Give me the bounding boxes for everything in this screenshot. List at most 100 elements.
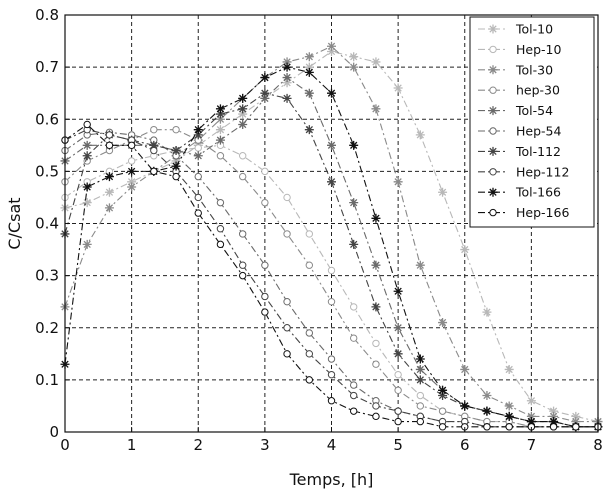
- data-point: [82, 198, 92, 208]
- data-point: [505, 423, 513, 431]
- data-point: [349, 391, 358, 400]
- data-point: [282, 78, 292, 88]
- data-point: [127, 177, 137, 187]
- data-point: [238, 93, 248, 103]
- data-point: [104, 172, 114, 182]
- legend-marker: [489, 86, 497, 94]
- data-point: [393, 349, 403, 359]
- x-tick-label: 4: [327, 436, 337, 454]
- data-point: [127, 166, 137, 176]
- data-point: [261, 292, 269, 301]
- legend-label: Tol-112: [515, 144, 561, 159]
- data-point: [193, 125, 203, 135]
- series-layer: [60, 41, 603, 432]
- legend-item: Hep-10: [478, 42, 561, 57]
- legend-marker: [488, 187, 498, 197]
- y-tick-label: 0.4: [35, 215, 59, 233]
- data-point: [394, 417, 402, 426]
- data-point: [504, 401, 514, 411]
- data-point: [283, 230, 291, 238]
- data-point: [283, 193, 291, 202]
- data-point: [504, 364, 514, 374]
- data-point: [216, 225, 225, 233]
- data-point: [82, 151, 92, 161]
- data-point: [304, 52, 314, 62]
- data-point: [193, 130, 203, 140]
- data-point: [349, 303, 358, 311]
- data-point: [438, 385, 448, 395]
- legend-label: Tol-166: [515, 185, 561, 200]
- data-point: [171, 146, 181, 156]
- data-point: [172, 125, 180, 134]
- data-point: [394, 386, 402, 394]
- data-point: [415, 364, 425, 374]
- data-point: [526, 417, 536, 427]
- x-tick-label: 8: [593, 436, 603, 454]
- data-point: [260, 93, 270, 103]
- data-point: [282, 93, 292, 103]
- data-point: [305, 376, 314, 384]
- x-tick-label: 2: [193, 436, 203, 454]
- data-point: [371, 213, 381, 223]
- data-point: [127, 182, 137, 192]
- data-point: [216, 240, 225, 249]
- data-point: [571, 417, 581, 427]
- x-tick-label: 1: [127, 436, 137, 454]
- data-point: [415, 130, 425, 140]
- data-point: [215, 109, 225, 119]
- data-point: [238, 152, 247, 160]
- legend-label: Hep-10: [516, 42, 561, 57]
- data-point: [283, 350, 291, 358]
- data-point: [216, 152, 225, 160]
- data-point: [171, 156, 181, 166]
- y-tick-label: 0: [49, 423, 59, 441]
- legend-item: hep-30: [478, 83, 560, 98]
- data-point: [261, 167, 269, 176]
- data-point: [238, 109, 248, 119]
- data-point: [260, 88, 270, 98]
- data-point: [305, 350, 314, 358]
- tick-labels: 0 1 2 3 4 5 6 7 8 0 0.1 0.2 0.3 0.4 0.5 0.6 0.7 0.8: [35, 6, 603, 454]
- data-point: [415, 375, 425, 385]
- legend-label: Hep-54: [516, 124, 561, 139]
- data-point: [349, 198, 359, 208]
- data-point: [393, 323, 403, 333]
- data-point: [305, 329, 314, 337]
- data-point: [549, 423, 558, 431]
- data-point: [282, 57, 292, 67]
- data-point: [349, 140, 359, 150]
- y-tick-label: 0.3: [35, 267, 59, 285]
- legend-item: Tol-30: [478, 62, 553, 77]
- data-point: [327, 397, 336, 405]
- data-point: [327, 355, 336, 363]
- data-point: [571, 411, 581, 421]
- data-point: [327, 297, 336, 306]
- legend-label: Hep-112: [516, 164, 569, 179]
- legend-marker: [489, 168, 497, 176]
- y-tick-label: 0.2: [35, 319, 59, 337]
- data-point: [327, 177, 336, 187]
- data-point: [526, 396, 536, 406]
- data-point: [549, 411, 559, 421]
- y-tick-label: 0.1: [35, 371, 59, 389]
- data-point: [304, 62, 314, 72]
- data-point: [215, 135, 225, 145]
- y-tick-label: 0.8: [35, 6, 59, 24]
- data-point: [438, 423, 447, 431]
- data-point: [193, 151, 203, 161]
- data-point: [105, 131, 114, 139]
- data-point: [104, 187, 114, 197]
- data-point: [127, 157, 136, 165]
- data-point: [327, 266, 336, 275]
- data-point: [238, 230, 247, 238]
- data-point: [105, 141, 114, 150]
- data-point: [549, 417, 559, 427]
- data-point: [371, 302, 381, 312]
- data-point: [261, 261, 269, 269]
- data-point: [238, 104, 248, 114]
- x-tick-label: 6: [460, 436, 470, 454]
- data-point: [215, 114, 225, 124]
- data-point: [150, 125, 158, 134]
- data-point: [282, 62, 292, 72]
- data-point: [304, 88, 314, 98]
